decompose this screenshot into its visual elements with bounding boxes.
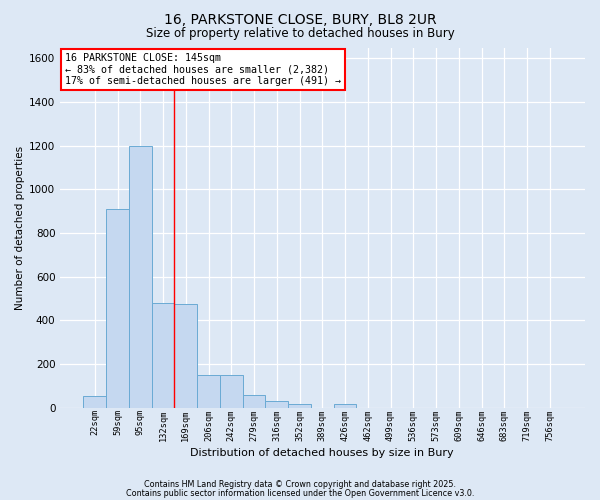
Text: 16, PARKSTONE CLOSE, BURY, BL8 2UR: 16, PARKSTONE CLOSE, BURY, BL8 2UR xyxy=(164,12,436,26)
Bar xyxy=(334,404,356,407)
Text: Contains HM Land Registry data © Crown copyright and database right 2025.: Contains HM Land Registry data © Crown c… xyxy=(144,480,456,489)
Bar xyxy=(152,303,175,408)
Text: Contains public sector information licensed under the Open Government Licence v3: Contains public sector information licen… xyxy=(126,488,474,498)
Bar xyxy=(197,375,220,408)
Bar xyxy=(129,146,152,408)
Bar xyxy=(106,209,129,408)
Bar xyxy=(242,394,265,407)
Y-axis label: Number of detached properties: Number of detached properties xyxy=(15,146,25,310)
Bar xyxy=(288,404,311,407)
Bar xyxy=(220,375,242,408)
Bar xyxy=(83,396,106,407)
Text: 16 PARKSTONE CLOSE: 145sqm
← 83% of detached houses are smaller (2,382)
17% of s: 16 PARKSTONE CLOSE: 145sqm ← 83% of deta… xyxy=(65,53,341,86)
X-axis label: Distribution of detached houses by size in Bury: Distribution of detached houses by size … xyxy=(190,448,454,458)
Bar xyxy=(265,401,288,407)
Text: Size of property relative to detached houses in Bury: Size of property relative to detached ho… xyxy=(146,28,454,40)
Bar xyxy=(175,304,197,408)
